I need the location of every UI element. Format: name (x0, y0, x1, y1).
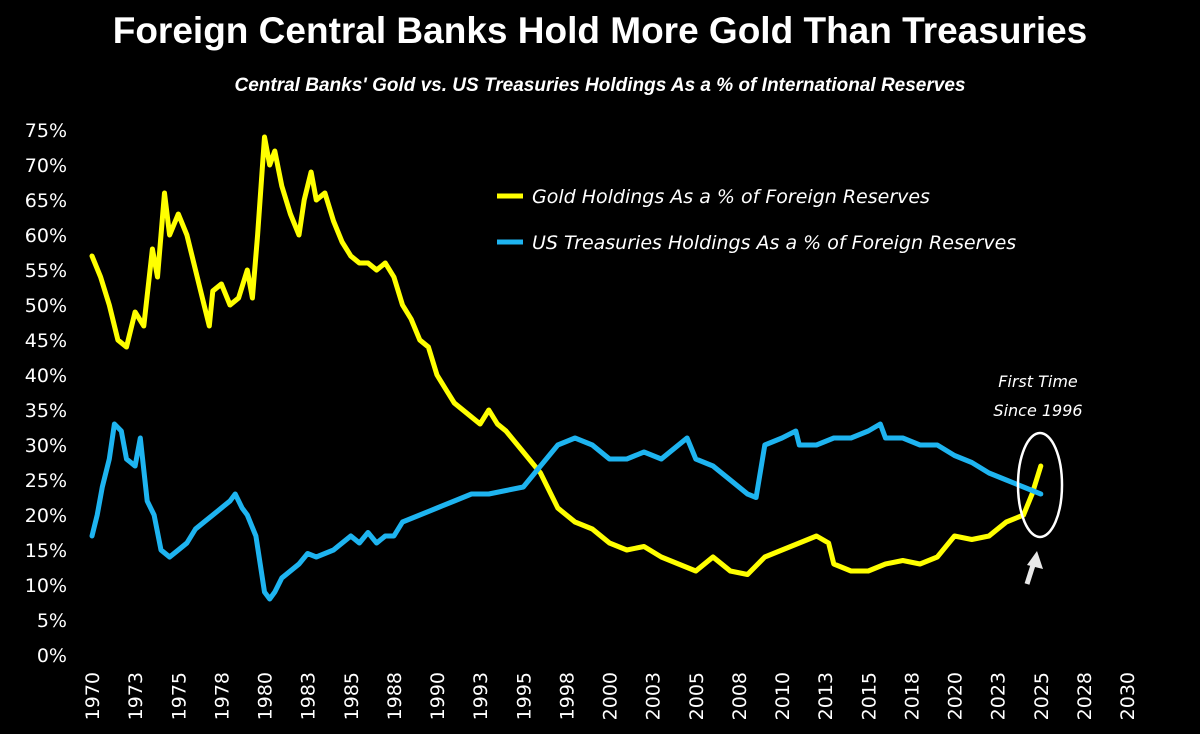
y-tick-label: 60% (25, 225, 67, 247)
series-line-treasuries (89, 421, 1044, 602)
y-axis-ticks: 0% 5% 10% 15% 20% 25% 30% 35% 40% 45% 50% 55% 60% 65%… (25, 120, 67, 667)
x-tick-label: 1970 (82, 672, 104, 720)
x-tick-label: 2000 (600, 672, 622, 720)
series-line-gold (89, 134, 1044, 577)
x-tick-label: 2003 (643, 672, 665, 720)
x-tick-label: 2005 (686, 672, 708, 720)
y-tick-label: 35% (25, 400, 67, 422)
x-tick-label: 2018 (901, 672, 923, 720)
y-tick-label: 75% (25, 120, 67, 142)
annotation-arrow-head (1027, 551, 1043, 569)
x-tick-label: 1988 (384, 672, 406, 720)
x-tick-label: 2013 (815, 672, 837, 720)
annotation-text-line1: First Time (998, 372, 1078, 391)
series-lines (89, 134, 1044, 602)
x-tick-label: 1985 (341, 672, 363, 720)
x-tick-label: 1995 (513, 672, 535, 720)
x-tick-label: 2020 (945, 672, 967, 720)
y-tick-label: 25% (25, 470, 67, 492)
x-axis-ticks: 1970 1973 1975 1978 1980 1983 1985 1988 1990 1993… (82, 672, 1139, 720)
y-tick-label: 70% (25, 155, 67, 177)
y-tick-label: 10% (25, 575, 67, 597)
legend-label-treasuries: US Treasuries Holdings As a % of Foreign… (532, 232, 1016, 254)
x-tick-label: 2025 (1031, 672, 1053, 720)
y-tick-label: 20% (25, 505, 67, 527)
x-tick-label: 1973 (125, 672, 147, 720)
x-tick-label: 1998 (556, 672, 578, 720)
y-tick-label: 40% (25, 365, 67, 387)
x-tick-label: 2015 (858, 672, 880, 720)
y-tick-label: 15% (25, 540, 67, 562)
y-tick-label: 0% (37, 645, 67, 667)
annotation-ellipse (1016, 431, 1064, 539)
x-tick-label: 2023 (988, 672, 1010, 720)
x-tick-label: 2008 (729, 672, 751, 720)
y-tick-label: 50% (25, 295, 67, 317)
annotation-text-line2: Since 1996 (993, 401, 1082, 420)
x-tick-label: 1980 (255, 672, 277, 720)
x-tick-label: 1975 (168, 672, 190, 720)
annotation: First Time Since 1996 (993, 372, 1083, 585)
legend: Gold Holdings As a % of Foreign Reserves… (497, 186, 1016, 254)
x-tick-label: 2030 (1117, 672, 1139, 720)
y-tick-label: 5% (37, 610, 67, 632)
y-tick-label: 65% (25, 190, 67, 212)
x-tick-label: 2010 (772, 672, 794, 720)
x-tick-label: 1983 (298, 672, 320, 720)
x-tick-label: 2028 (1074, 672, 1096, 720)
x-tick-label: 1993 (470, 672, 492, 720)
y-tick-label: 30% (25, 435, 67, 457)
chart-subtitle: Central Banks' Gold vs. US Treasuries Ho… (234, 75, 966, 96)
legend-label-gold: Gold Holdings As a % of Foreign Reserves (532, 186, 930, 208)
x-tick-label: 1978 (211, 672, 233, 720)
chart-title: Foreign Central Banks Hold More Gold Tha… (112, 10, 1088, 51)
x-tick-label: 1990 (427, 672, 449, 720)
y-tick-label: 55% (25, 260, 67, 282)
y-tick-label: 45% (25, 330, 67, 352)
